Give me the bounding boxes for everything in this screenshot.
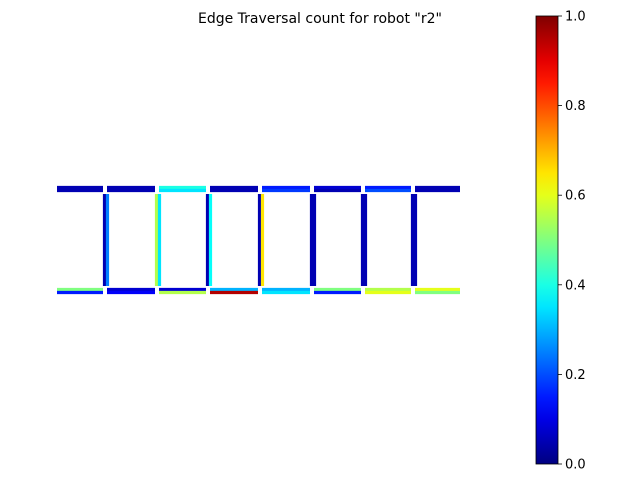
edge-network (57, 185, 460, 295)
colorbar-tick-label: 0.2 (565, 368, 586, 383)
colorbar-tick-label: 0.6 (565, 189, 586, 204)
colorbar-tick-label: 0.4 (565, 278, 586, 293)
chart-title: Edge Traversal count for robot "r2" (198, 11, 442, 27)
colorbar: 0.0 0.2 0.4 0.6 0.8 1.0 (535, 10, 586, 473)
colorbar-tick-label: 1.0 (565, 10, 586, 25)
colorbar-tick-label: 0.0 (565, 458, 586, 473)
colorbar-gradient (535, 15, 559, 465)
colorbar-tick-label: 0.8 (565, 99, 586, 114)
